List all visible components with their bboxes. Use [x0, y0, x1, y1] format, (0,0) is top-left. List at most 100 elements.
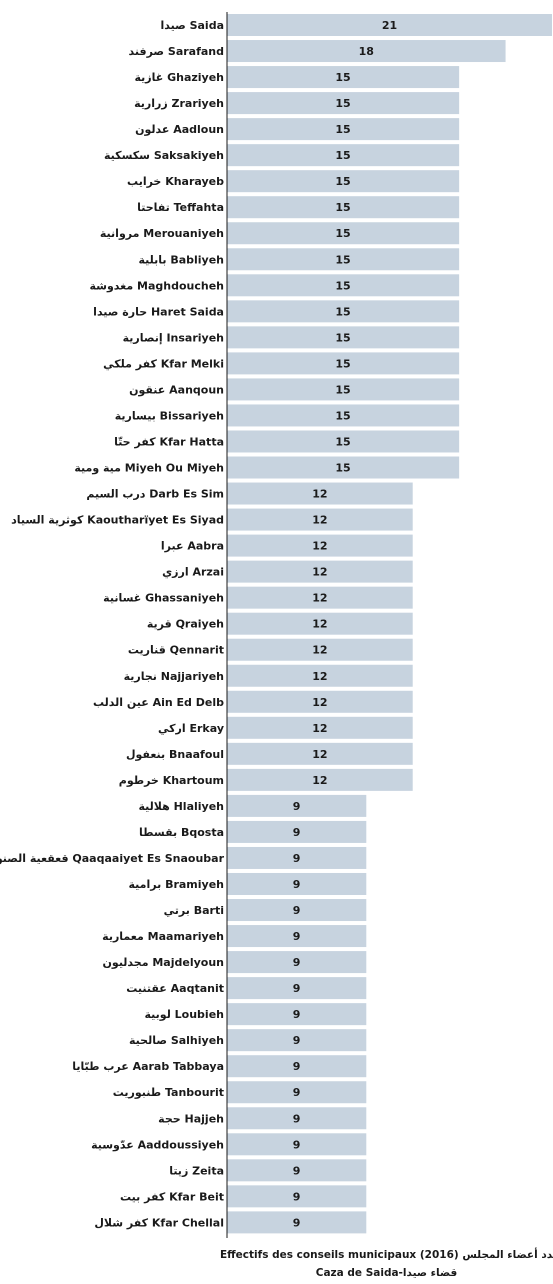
bar-value-label: 15	[335, 97, 350, 110]
category-label: برتي Barti	[164, 904, 224, 917]
bar	[227, 1003, 367, 1026]
bar-value-label: 15	[335, 123, 350, 136]
bar	[227, 1055, 367, 1078]
bar	[227, 378, 460, 401]
bar	[227, 925, 367, 948]
bar-value-label: 15	[335, 357, 350, 370]
bar	[227, 951, 367, 974]
bar-value-label: 15	[335, 227, 350, 240]
bar	[227, 482, 413, 505]
bar-value-label: 15	[335, 435, 350, 448]
bar-value-label: 9	[293, 1138, 301, 1151]
category-label: زرارية Zrariyeh	[134, 97, 224, 110]
category-label: طنبوريت Tanbourit	[113, 1086, 224, 1099]
bar-value-label: 15	[335, 149, 350, 162]
category-label: اركي Erkay	[158, 722, 224, 735]
bar-value-label: 15	[335, 201, 350, 214]
labels-layer: 21 صيدا Saida 18 صرفند Sarafand 15 غازية Ghaz…	[0, 19, 397, 1229]
bar	[227, 716, 413, 739]
bar	[227, 586, 413, 609]
chart-caption-line-2: Caza de Saida-قضاء صيدا	[315, 1267, 458, 1279]
bar-value-label: 15	[335, 305, 350, 318]
bar	[227, 846, 367, 869]
bar-value-label: 15	[335, 253, 350, 266]
category-label: درب السيم Darb Es Sim	[86, 488, 224, 501]
bar	[227, 14, 552, 36]
bar	[227, 1159, 367, 1182]
bar-value-label: 9	[293, 852, 301, 865]
bar	[227, 456, 460, 479]
bar-value-label: 15	[335, 331, 350, 344]
bar	[227, 899, 367, 922]
bar	[227, 352, 460, 375]
bar-value-label: 9	[293, 904, 301, 917]
bar-value-label: 9	[293, 878, 301, 891]
bar	[227, 1211, 367, 1234]
category-label: خرطوم Khartoum	[119, 774, 224, 787]
bar-value-label: 12	[312, 774, 327, 787]
category-label: كفر ملكي Kfar Melki	[103, 357, 224, 370]
category-label: كفر شلال Kfar Chellal	[94, 1216, 224, 1229]
bar-value-label: 15	[335, 383, 350, 396]
bar-value-label: 9	[293, 930, 301, 943]
bar-value-label: 9	[293, 826, 301, 839]
category-label: صيدا Saida	[161, 19, 225, 32]
category-label: عين الدلب Ain Ed Delb	[93, 696, 224, 709]
bar-value-label: 9	[293, 1190, 301, 1203]
bar-value-label: 12	[312, 670, 327, 683]
bar-value-label: 9	[293, 1008, 301, 1021]
bar	[227, 820, 367, 843]
category-label: نجارية Najjariyeh	[124, 670, 224, 683]
bar	[227, 690, 413, 713]
bar-value-label: 15	[335, 175, 350, 188]
category-label: بنعفول Bnaafoul	[126, 748, 224, 761]
bar	[227, 508, 413, 531]
bar	[227, 92, 460, 115]
bar	[227, 742, 413, 765]
bar	[227, 430, 460, 453]
bar-value-label: 9	[293, 1164, 301, 1177]
bar	[227, 1029, 367, 1052]
category-label: برامية Bramiyeh	[129, 878, 224, 891]
category-label: سكسكية Saksakiyeh	[104, 149, 224, 162]
category-label: ارزي Arzai	[162, 566, 224, 579]
category-label: هلالية Hlaliyeh	[138, 800, 224, 813]
category-label: إنصارية Insariyeh	[123, 331, 224, 344]
bar	[227, 300, 460, 323]
bar-value-label: 12	[312, 488, 327, 501]
category-label: مية ومية Miyeh Ou Miyeh	[74, 462, 224, 475]
bar	[227, 196, 460, 219]
category-label: عقتنيت Aaqtanit	[126, 982, 224, 995]
bar	[227, 144, 460, 167]
bar	[227, 222, 460, 245]
bar	[227, 977, 367, 1000]
bar-value-label: 9	[293, 982, 301, 995]
category-label: قناريت Qennarit	[128, 644, 224, 657]
bar	[227, 768, 413, 791]
category-label: قرية Qraiyeh	[147, 618, 224, 631]
category-label: بابلية Babliyeh	[138, 253, 224, 266]
bar-value-label: 12	[312, 592, 327, 605]
bar-value-label: 9	[293, 956, 301, 969]
bar	[227, 664, 413, 687]
category-label: غسانية Ghassaniyeh	[103, 592, 224, 605]
bar-value-label: 12	[312, 540, 327, 553]
bar	[227, 1185, 367, 1208]
bar	[227, 40, 506, 63]
category-label: حجة Hajjeh	[158, 1112, 224, 1125]
category-label: عنقون Aanqoun	[129, 383, 224, 396]
bar	[227, 1081, 367, 1104]
bar-value-label: 9	[293, 800, 301, 813]
bar	[227, 248, 460, 271]
category-label: لوبية Loubieh	[145, 1008, 225, 1021]
bar	[227, 794, 367, 817]
bar-value-label: 21	[382, 19, 397, 32]
category-label: زيتا Zeita	[169, 1164, 224, 1177]
bar-value-label: 9	[293, 1060, 301, 1073]
category-label: عبرا Aabra	[161, 540, 224, 553]
category-label: حارة صيدا Haret Saida	[93, 305, 224, 318]
category-label: مغدوشة Maghdoucheh	[89, 279, 224, 292]
category-label: قعقعية الصنوبر Qaaqaaiyet Es Snaoubar	[0, 852, 225, 865]
bar-value-label: 15	[335, 462, 350, 475]
